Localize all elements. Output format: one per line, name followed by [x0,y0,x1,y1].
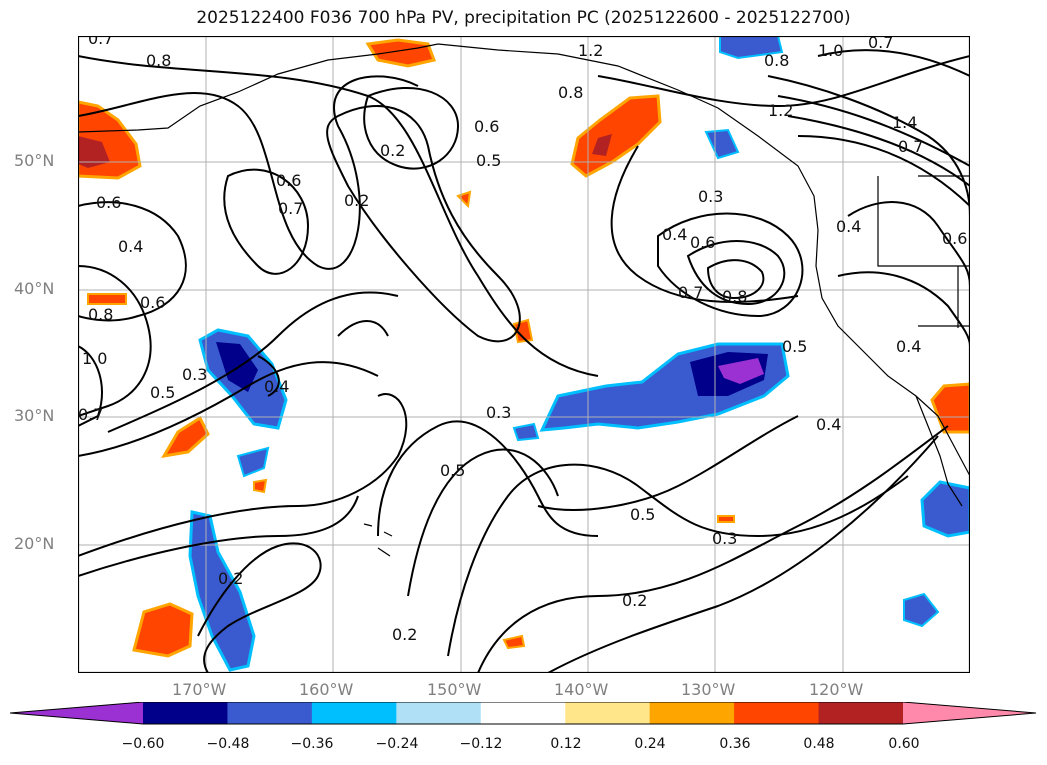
contour-label: 0.6 [276,171,301,190]
contour-label: 0.5 [150,383,175,402]
colorbar-swatch [227,702,313,724]
contour-label: 0.3 [486,403,511,422]
contour-label: 0.8 [764,51,789,70]
contour-label: 0.3 [712,529,737,548]
precip-negative [188,36,970,672]
colorbar-swatch [480,702,566,724]
gridlines [78,36,970,673]
contour-label: 0.8 [558,83,583,102]
colorbar-swatch [565,702,651,724]
contour-label: 0.7 [88,36,113,48]
contour-label: 0.2 [218,569,243,588]
contour-label: 0.6 [942,229,967,248]
contour-label: 0.7 [78,405,103,424]
contour-label: 0.6 [474,117,499,136]
contour-label: 0.4 [836,217,861,236]
map-plot: 0.7 0.8 1.2 0.8 1.0 0.7 0.8 1.2 1.4 0.7 … [78,36,970,673]
contour-label: 0.2 [380,141,405,160]
contour-label: 1.4 [892,113,917,132]
contour-label: 0.7 [898,137,923,156]
contour-label: 0.4 [662,225,687,244]
colorbar-tick: 0.24 [634,736,666,752]
contour-label: 0.8 [88,305,113,324]
lon-label-150w: 150°W [427,680,482,699]
colorbar [10,702,1037,725]
pv-contours [78,49,970,673]
precip-positive [78,38,970,658]
contour-label: 0.4 [816,415,841,434]
contour-label: 0.2 [392,625,417,644]
contour-label: 1.2 [768,101,793,120]
contour-label: 0.5 [440,461,465,480]
lat-label-40n: 40°N [14,279,55,298]
lon-label-140w: 140°W [554,680,609,699]
colorbar-tick: 0.48 [803,736,835,752]
colorbar-swatch-max [903,702,1036,724]
contour-label: 0.4 [118,237,143,256]
colorbar-tick: −0.60 [121,736,165,752]
contour-label: 0.5 [782,337,807,356]
lon-label-160w: 160°W [299,680,354,699]
colorbar-swatch [734,702,820,724]
colorbar-tick: −0.12 [459,736,503,752]
lon-label-120w: 120°W [809,680,864,699]
colorbar-swatch [311,702,397,724]
colorbar-tick: −0.48 [206,736,250,752]
contour-label: 0.8 [146,51,171,70]
colorbar-outline [10,702,1037,725]
figure-title: 2025122400 F036 700 hPa PV, precipitatio… [196,8,851,28]
contour-labels: 0.7 0.8 1.2 0.8 1.0 0.7 0.8 1.2 1.4 0.7 … [78,36,967,644]
contour-label: 0.2 [344,191,369,210]
contour-label: 1.0 [82,349,107,368]
coastlines [78,43,970,557]
lat-label-20n: 20°N [14,534,55,553]
contour-label: 0.4 [264,377,289,396]
contour-label: 0.6 [96,193,121,212]
contour-label: 0.5 [476,151,501,170]
colorbar-tick: 0.36 [719,736,751,752]
contour-label: 1.2 [578,41,603,60]
contour-label: 0.8 [722,287,747,306]
lat-label-30n: 30°N [14,406,55,425]
lon-label-130w: 130°W [681,680,736,699]
colorbar-swatch [143,702,229,724]
colorbar-tick: 0.60 [888,736,920,752]
contour-label: 0.3 [698,187,723,206]
colorbar-swatch [649,702,735,724]
contour-label: 0.2 [622,591,647,610]
colorbar-tick: −0.36 [290,736,334,752]
contour-label: 0.6 [140,293,165,312]
lat-label-50n: 50°N [14,151,55,170]
colorbar-swatch [818,702,904,724]
contour-label: 0.7 [868,36,893,52]
contour-label: 0.6 [690,233,715,252]
contour-label: 0.7 [678,283,703,302]
colorbar-swatch-min [10,702,143,724]
contour-label: 0.5 [630,505,655,524]
contour-label: 1.0 [818,41,843,60]
lon-label-170w: 170°W [172,680,227,699]
colorbar-tick: 0.12 [550,736,582,752]
map-frame [78,36,970,673]
colorbar-swatch [396,702,482,724]
contour-label: 0.4 [896,337,921,356]
colorbar-tick: −0.24 [375,736,419,752]
contour-label: 0.3 [182,365,207,384]
contour-label: 0.7 [278,199,303,218]
